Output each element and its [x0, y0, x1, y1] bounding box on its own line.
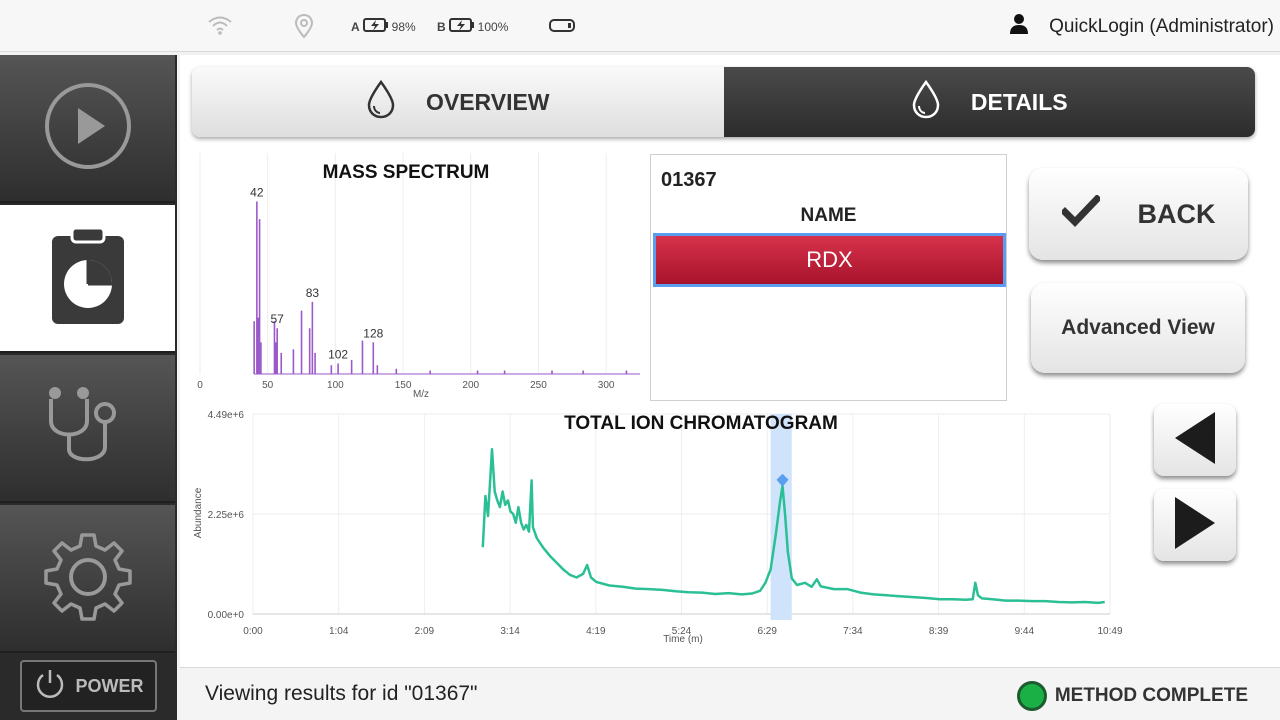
- x-tick-label: 4:19: [586, 626, 606, 637]
- x-tick-label: 150: [395, 380, 412, 391]
- sidebar-item-run[interactable]: [0, 55, 175, 203]
- peak-label: 42: [250, 186, 264, 200]
- tab-bar: OVERVIEW DETAILS: [192, 67, 1255, 137]
- battery-a-indicator: A 98%: [351, 17, 416, 36]
- mass-spectrum-x-label: M/z: [413, 389, 429, 400]
- sidebar-item-results[interactable]: [0, 205, 175, 353]
- mass-spectrum-chart: 42 57 83 102 128 0 50 100 150 200 250 300 MASS SPE…: [197, 153, 640, 400]
- peak-label: 57: [270, 312, 284, 326]
- stethoscope-icon: [43, 381, 133, 476]
- user-label: QuickLogin (Administrator): [1049, 16, 1274, 37]
- wifi-icon: [207, 14, 233, 41]
- sidebar-item-settings[interactable]: [0, 505, 175, 653]
- chromatogram-line: [481, 447, 1105, 605]
- mass-spectrum-panel: 42 57 83 102 128 0 50 100 150 200 250 300 MASS SPE…: [195, 153, 645, 403]
- peak-label: 128: [363, 326, 383, 340]
- footer: Viewing results for id "01367" METHOD CO…: [180, 667, 1280, 720]
- location-pin-icon: [294, 13, 314, 44]
- result-id: 01367: [661, 169, 717, 191]
- x-tick-label: 9:44: [1015, 626, 1035, 637]
- y-tick-label: 0.00e+0: [208, 610, 245, 621]
- battery-b-level: 100%: [477, 19, 509, 34]
- clipboard-chart-icon: [48, 226, 128, 331]
- main-panel: OVERVIEW DETAILS 42 57 83 102 128 0 50 100 150 2…: [180, 55, 1280, 667]
- method-status-label: METHOD COMPLETE: [1054, 685, 1248, 706]
- peak-label: 83: [306, 286, 320, 300]
- method-status: METHOD COMPLETE: [1016, 681, 1248, 711]
- storage-icon: [549, 18, 575, 39]
- battery-a-level: 98%: [391, 19, 416, 34]
- x-tick-label: 0:00: [243, 626, 263, 637]
- advanced-view-button[interactable]: Advanced View: [1031, 283, 1245, 373]
- back-label: BACK: [1137, 198, 1216, 229]
- x-tick-label: 200: [462, 380, 479, 391]
- power-icon: [33, 667, 67, 706]
- x-tick-label: 3:14: [500, 626, 520, 637]
- sidebar-item-diagnostics[interactable]: [0, 355, 175, 503]
- y-tick-label: 2.25e+6: [208, 510, 245, 521]
- selected-peak-marker[interactable]: [776, 473, 789, 487]
- y-tick-label: 4.49e+6: [208, 410, 245, 421]
- x-tick-label: 300: [598, 380, 615, 391]
- compound-name-row[interactable]: RDX: [653, 233, 1006, 287]
- gear-icon: [43, 531, 133, 626]
- tab-details[interactable]: DETAILS: [723, 67, 1255, 137]
- checkmark-icon: [1059, 193, 1102, 234]
- battery-a-letter: A: [351, 19, 360, 34]
- x-tick-label: 7:34: [843, 626, 863, 637]
- droplet-icon: [911, 79, 941, 125]
- x-tick-label: 100: [327, 380, 344, 391]
- x-tick-label: 1:04: [329, 626, 349, 637]
- battery-b-indicator: B 100%: [437, 17, 508, 36]
- peak-label: 102: [328, 347, 348, 361]
- chromatogram-x-label: Time (m): [663, 634, 703, 645]
- footer-message: Viewing results for id "01367": [205, 682, 478, 705]
- chromatogram-panel: 0.00e+0 2.25e+6 4.49e+6 0:00 1:04 2:09 3:14 4:…: [185, 405, 1140, 655]
- sidebar: POWER: [0, 55, 177, 720]
- play-icon: [43, 81, 133, 176]
- x-tick-label: 8:39: [929, 626, 949, 637]
- next-button[interactable]: [1154, 489, 1236, 561]
- status-bar: A 98% B 100%: [0, 0, 1280, 52]
- user-icon: [1009, 13, 1029, 41]
- status-indicator-icon: [1016, 681, 1047, 711]
- selected-peak-range[interactable]: [770, 414, 792, 620]
- battery-charging-icon: [362, 17, 389, 36]
- user-account[interactable]: QuickLogin (Administrator): [1009, 13, 1274, 41]
- result-card: 01367 NAME RDX: [650, 154, 1007, 401]
- tab-overview[interactable]: OVERVIEW: [192, 67, 724, 137]
- arrow-left-icon: [1173, 410, 1217, 471]
- tab-details-label: DETAILS: [970, 88, 1068, 115]
- chromatogram-title: TOTAL ION CHROMATOGRAM: [564, 413, 838, 434]
- battery-charging-icon: [448, 17, 475, 36]
- x-tick-label: 0: [197, 380, 203, 391]
- power-button[interactable]: POWER: [20, 660, 157, 712]
- x-tick-label: 5:24: [672, 626, 692, 637]
- chromatogram-y-label: Abundance: [193, 487, 204, 538]
- chromatogram-chart: 0.00e+0 2.25e+6 4.49e+6 0:00 1:04 2:09 3:14 4:…: [193, 410, 1123, 645]
- arrow-right-icon: [1173, 495, 1217, 556]
- x-tick-label: 6:29: [757, 626, 777, 637]
- power-label: POWER: [75, 675, 144, 696]
- droplet-icon: [366, 79, 396, 125]
- mass-spectrum-title: MASS SPECTRUM: [323, 162, 490, 183]
- x-tick-label: 250: [530, 380, 547, 391]
- previous-button[interactable]: [1154, 404, 1236, 476]
- back-button[interactable]: BACK: [1029, 168, 1248, 260]
- x-tick-label: 50: [262, 380, 274, 391]
- x-tick-label: 2:09: [415, 626, 435, 637]
- name-header: NAME: [800, 205, 857, 226]
- battery-b-letter: B: [437, 19, 446, 34]
- tab-overview-label: OVERVIEW: [425, 88, 550, 115]
- x-tick-label: 10:49: [1097, 626, 1122, 637]
